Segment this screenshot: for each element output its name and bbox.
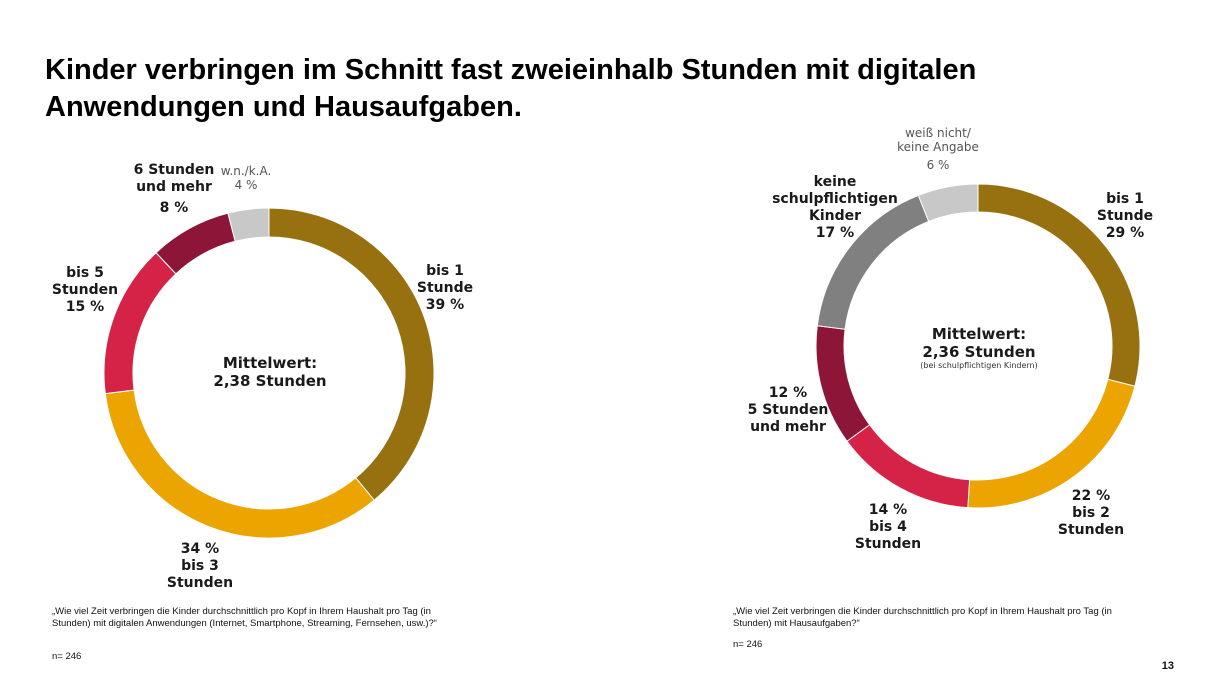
- chart2-label-weiss-nicht: weiß nicht/ keine Angabe 6 %: [880, 126, 996, 172]
- chart2-label-bis-4-line2: bis 4: [869, 519, 907, 535]
- chart2-label-bis-1-line1: bis 1: [1106, 191, 1144, 207]
- chart1-label-6-stunden-pct: 8 %: [159, 200, 189, 216]
- chart1-label-wn-ka-pct: 4 %: [234, 178, 258, 192]
- chart2-label-keine-kinder: keine schulpflichtigen Kinder 17 %: [760, 174, 910, 242]
- chart2-center-label: Mittelwert:: [931, 325, 1027, 343]
- chart2-label-5-stunden-line2: 5 Stunden: [747, 402, 829, 418]
- chart1-center-value: 2,38 Stunden: [213, 372, 327, 390]
- chart1-label-bis-1-line1: bis 1: [426, 263, 464, 279]
- chart1-label-bis-3-line3: Stunden: [166, 575, 234, 591]
- chart2-label-5-stunden-line1: 12 %: [768, 385, 808, 401]
- chart1-label-6-stunden-line1: 6 Stunden: [133, 162, 215, 178]
- chart2-label-weiss-nicht-line1: weiß nicht/: [905, 126, 971, 140]
- chart2-label-bis-2: 22 % bis 2 Stunden: [1055, 488, 1127, 539]
- chart2-label-bis-1: bis 1 Stunde 29 %: [1090, 191, 1160, 242]
- chart1-center-label: Mittelwert:: [222, 354, 318, 372]
- chart2-label-keine-kinder-line2: schulpflichtigen: [772, 191, 898, 207]
- chart1-label-wn-ka: w.n./k.A. 4 %: [216, 164, 276, 192]
- chart2-label-keine-kinder-line1: keine: [813, 174, 857, 190]
- chart2-slice-bis-4-stunden: [846, 424, 971, 509]
- chart2-label-bis-2-line3: Stunden: [1057, 522, 1125, 538]
- chart2-slice-wei-nicht-keine-angabe: [917, 183, 979, 223]
- chart2-label-bis-4-line1: 14 %: [868, 502, 908, 518]
- chart2-label-bis-1-pct: 29 %: [1105, 225, 1145, 241]
- chart1-question: „Wie viel Zeit verbringen die Kinder dur…: [52, 606, 437, 629]
- chart1-label-wn-ka-line1: w.n./k.A.: [220, 164, 272, 178]
- chart1-label-bis-5-pct: 15 %: [65, 299, 105, 315]
- chart2-center: Mittelwert: 2,36 Stunden (bei schulpflic…: [889, 325, 1069, 371]
- page-title: Kinder verbringen im Schnitt fast zweiei…: [45, 54, 977, 123]
- chart2-label-keine-kinder-line3: Kinder: [808, 208, 862, 224]
- chart1-label-6-stunden: 6 Stunden und mehr 8 %: [126, 162, 222, 217]
- chart2-label-keine-kinder-pct: 17 %: [815, 225, 855, 241]
- chart1-label-6-stunden-line2: und mehr: [136, 179, 212, 195]
- chart1-center: Mittelwert: 2,38 Stunden: [190, 354, 350, 390]
- chart2-label-bis-4-line3: Stunden: [854, 536, 922, 552]
- chart2-label-5-stunden-line3: und mehr: [750, 419, 826, 435]
- chart2-label-5-stunden: 12 % 5 Stunden und mehr: [742, 385, 834, 436]
- chart2-label-weiss-nicht-line2: keine Angabe: [897, 140, 979, 154]
- page-number: 13: [1161, 660, 1174, 672]
- chart2-label-bis-4: 14 % bis 4 Stunden: [852, 502, 924, 553]
- chart2-question: „Wie viel Zeit verbringen die Kinder dur…: [733, 606, 1112, 629]
- chart1-label-bis-1-pct: 39 %: [425, 297, 465, 313]
- chart1-label-bis-3-line1: 34 %: [180, 541, 220, 557]
- chart2-label-weiss-nicht-pct: 6 %: [926, 158, 950, 172]
- chart1-slice-w-n-k-a-: [227, 207, 270, 242]
- chart1-label-bis-3: 34 % bis 3 Stunden: [160, 541, 240, 592]
- chart2-center-value: 2,36 Stunden: [922, 343, 1036, 361]
- chart2-label-bis-2-line2: bis 2: [1072, 505, 1110, 521]
- chart1-sample-size: n= 246: [52, 651, 82, 662]
- chart2-center-note: (bei schulpflichtigen Kindern): [920, 361, 1038, 370]
- chart1-label-bis-5-line2: Stunden: [51, 282, 119, 298]
- chart2-label-bis-1-line2: Stunde: [1096, 208, 1154, 224]
- chart1-label-bis-5: bis 5 Stunden 15 %: [50, 265, 120, 316]
- chart1-label-bis-1: bis 1 Stunde 39 %: [410, 263, 480, 314]
- chart1-label-bis-5-line1: bis 5: [66, 265, 104, 281]
- chart1-label-bis-1-line2: Stunde: [416, 280, 474, 296]
- chart2-sample-size: n= 246: [733, 639, 763, 650]
- chart1-label-bis-3-line2: bis 3: [181, 558, 219, 574]
- chart2-label-bis-2-line1: 22 %: [1071, 488, 1111, 504]
